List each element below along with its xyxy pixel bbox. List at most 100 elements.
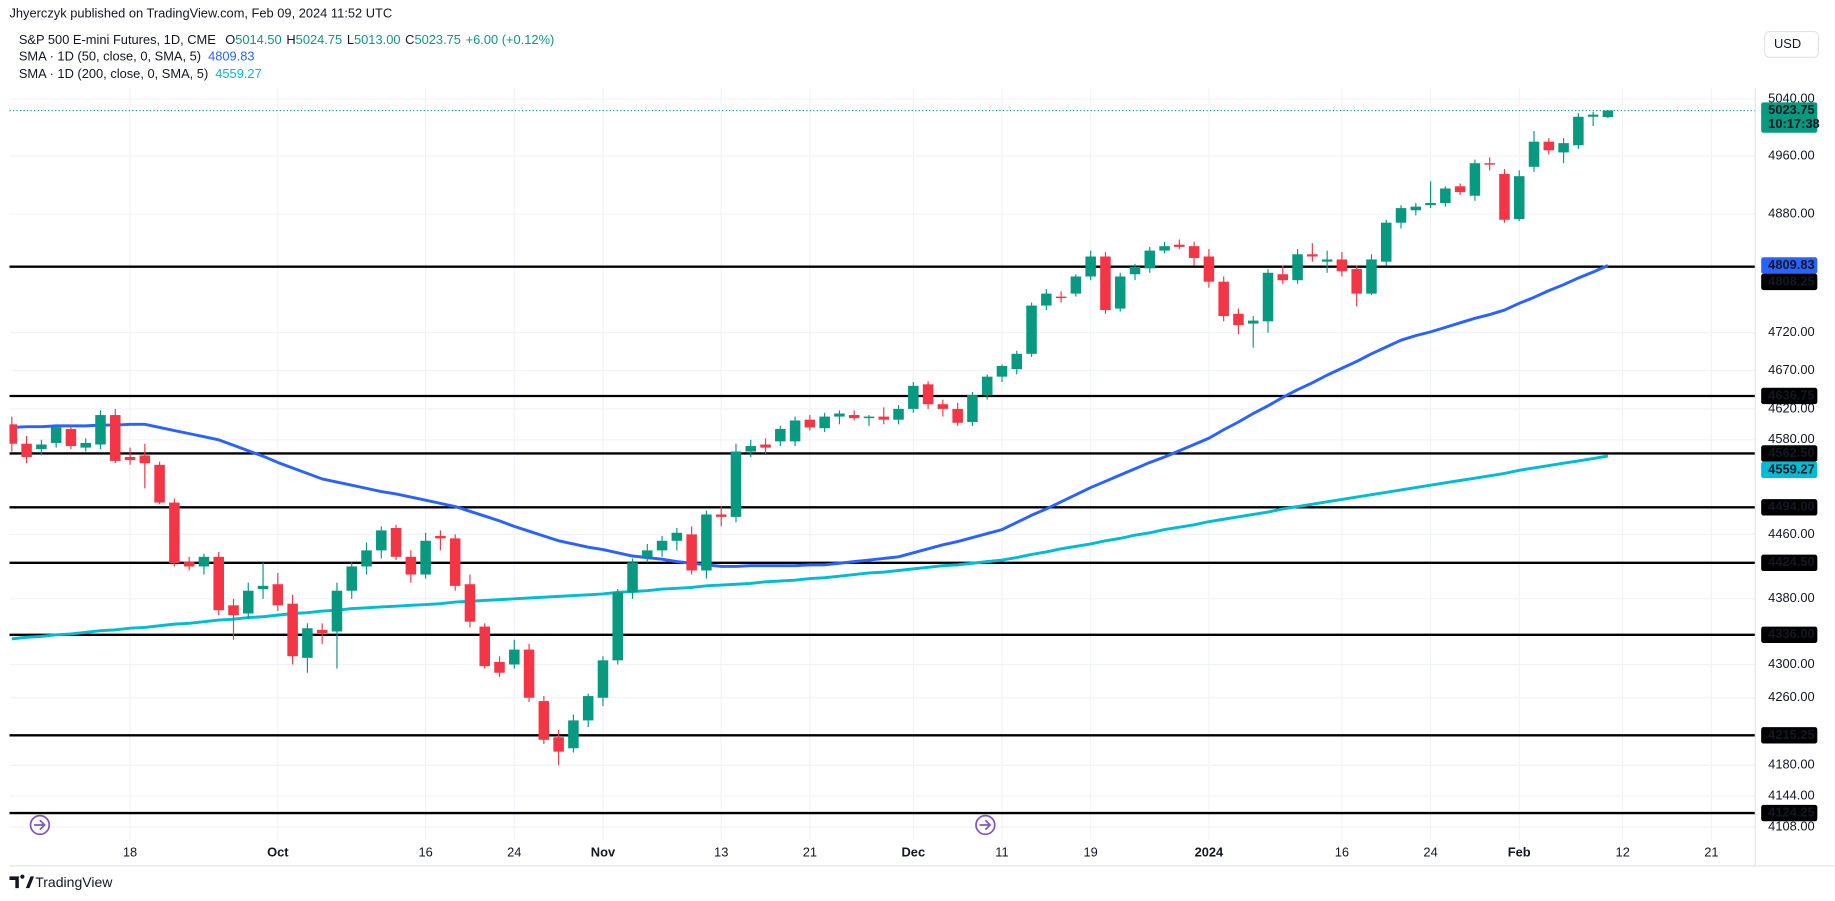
level-price-label: 4424.50 bbox=[1768, 554, 1814, 569]
candle-body bbox=[1484, 163, 1495, 165]
y-tick-label: 4300.00 bbox=[1768, 656, 1814, 671]
candle-body bbox=[686, 534, 697, 571]
jump-icon[interactable] bbox=[975, 814, 996, 836]
brand-name: TradingView bbox=[35, 874, 113, 890]
candle-body bbox=[509, 649, 520, 665]
candle-body bbox=[390, 528, 402, 557]
axes: 5040.004960.004880.004720.004670.004620.… bbox=[123, 90, 1820, 859]
candle-body bbox=[50, 427, 62, 443]
candle-body bbox=[494, 661, 505, 673]
candle-body bbox=[1528, 141, 1540, 167]
candle-body bbox=[1262, 272, 1274, 322]
last-price-label: 5023.75 bbox=[1768, 102, 1814, 117]
candle-body bbox=[1114, 276, 1126, 309]
candle-body bbox=[937, 404, 949, 409]
candle-body bbox=[967, 395, 978, 423]
level-price-label: 4636.75 bbox=[1768, 387, 1814, 402]
candle-body bbox=[819, 416, 830, 429]
candle-body bbox=[1336, 259, 1348, 272]
candle-body bbox=[302, 628, 313, 658]
y-tick-label: 4580.00 bbox=[1768, 431, 1814, 446]
indicator-price-label-box bbox=[1761, 461, 1818, 479]
candle-body bbox=[95, 415, 106, 445]
indicator-price-label: 4809.83 bbox=[1768, 257, 1814, 272]
candle-body bbox=[701, 514, 712, 571]
x-tick-label: Oct bbox=[267, 844, 289, 859]
sma-line bbox=[11, 454, 1609, 641]
candle-body bbox=[656, 540, 668, 551]
candle-body bbox=[1410, 206, 1422, 211]
candle-body bbox=[80, 442, 91, 448]
candle-body bbox=[169, 502, 180, 564]
x-tick-label: 12 bbox=[1616, 844, 1630, 859]
candle-body bbox=[908, 385, 919, 409]
candle-body bbox=[981, 376, 993, 396]
candle-body bbox=[1292, 254, 1303, 281]
y-tick-label: 4180.00 bbox=[1768, 757, 1814, 772]
candle-body bbox=[1587, 114, 1599, 117]
candle-body bbox=[198, 556, 210, 567]
brand-logo: TradingView bbox=[9, 874, 113, 890]
grid bbox=[9, 87, 1756, 841]
currency-button[interactable] bbox=[1764, 31, 1820, 58]
candle-body bbox=[1513, 176, 1525, 220]
jump-icon[interactable] bbox=[29, 814, 51, 836]
level-price-label: 4215.25 bbox=[1768, 727, 1814, 742]
candle-body bbox=[9, 424, 18, 444]
candle-body bbox=[878, 416, 890, 420]
candle-body bbox=[863, 416, 875, 419]
level-price-label-box bbox=[1761, 626, 1818, 643]
candle-body bbox=[154, 464, 165, 503]
y-tick-label: 4144.00 bbox=[1768, 787, 1814, 802]
candle-body bbox=[627, 562, 638, 593]
x-tick-label: 16 bbox=[1335, 844, 1349, 859]
candle-body bbox=[65, 428, 77, 447]
candle-body bbox=[1351, 269, 1362, 294]
indicator-price-label-box bbox=[1761, 257, 1818, 274]
candle-body bbox=[110, 415, 121, 461]
candle-body bbox=[479, 626, 491, 667]
candle-body bbox=[1469, 163, 1481, 196]
candle-body bbox=[1247, 320, 1259, 324]
y-tick-label: 4960.00 bbox=[1768, 147, 1814, 162]
level-price-label-box bbox=[1761, 445, 1818, 462]
candle-body bbox=[1499, 174, 1510, 220]
candle-body bbox=[582, 696, 594, 721]
candle-body bbox=[464, 584, 476, 622]
candle-body bbox=[952, 408, 963, 423]
candle-body bbox=[1174, 244, 1185, 247]
x-tick-label: 24 bbox=[1423, 844, 1437, 859]
candle-body bbox=[523, 649, 535, 698]
x-tick-label: Nov bbox=[591, 844, 616, 859]
candle-body bbox=[1602, 110, 1614, 118]
plot-area bbox=[9, 109, 1756, 815]
x-tick-label: 18 bbox=[123, 844, 137, 859]
candle-body bbox=[1100, 256, 1111, 311]
candle-body bbox=[243, 590, 254, 614]
ohlc-key: L bbox=[347, 32, 354, 47]
level-price-label-box bbox=[1761, 499, 1818, 516]
ohlc-value: 5023.75 bbox=[414, 32, 460, 47]
candle-body bbox=[1380, 222, 1392, 262]
x-tick-label: 24 bbox=[507, 844, 521, 859]
candle-body bbox=[568, 720, 579, 749]
candle-body bbox=[834, 413, 845, 417]
candle-body bbox=[331, 590, 343, 632]
level-price-label: 4124.25 bbox=[1768, 804, 1814, 819]
y-tick-label: 4108.00 bbox=[1768, 819, 1814, 834]
candle-body bbox=[760, 444, 771, 448]
x-tick-label: 19 bbox=[1084, 844, 1098, 859]
candle-body bbox=[405, 556, 417, 575]
candle-body bbox=[1425, 202, 1436, 206]
jump-icon-arrow bbox=[34, 819, 46, 831]
candle-body bbox=[804, 419, 816, 428]
candle-body bbox=[1070, 276, 1082, 294]
candle-body bbox=[346, 566, 357, 591]
candle-body bbox=[1203, 256, 1215, 282]
y-tick-label: 4460.00 bbox=[1768, 526, 1814, 541]
symbol-title: S&P 500 E-mini Futures, 1D, CME bbox=[19, 32, 216, 47]
indicator-legend: SMA · 1D (50, close, 0, SMA, 5) 4809.83SM… bbox=[19, 49, 262, 82]
candle-body bbox=[1307, 254, 1318, 257]
